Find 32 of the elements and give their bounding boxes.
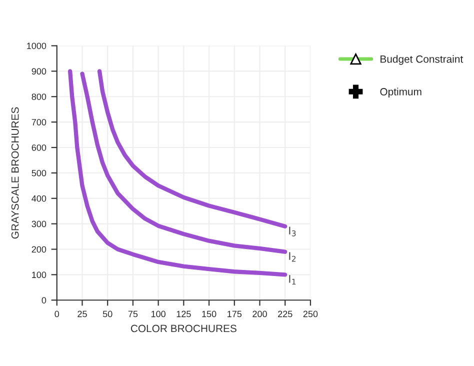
x-tick-label: 200 (252, 310, 267, 318)
y-tick-label: 200 (32, 246, 46, 253)
y-tick-label: 700 (32, 119, 46, 126)
x-axis-title: COLOR BROCHURES (130, 324, 236, 332)
x-tick-label: 100 (151, 310, 166, 318)
x-tick-label: 225 (278, 310, 292, 318)
y-tick-label: 500 (32, 170, 46, 176)
x-tick-label: 25 (78, 310, 87, 318)
y-tick-label: 1000 (27, 42, 46, 50)
y-tick-label: 0 (42, 297, 46, 304)
x-tick-label: 0 (54, 310, 60, 318)
y-tick-label: 800 (32, 94, 46, 100)
series-label: I$_{2}$ (289, 252, 296, 262)
y-axis-title: GRAYSCALE BROCHURES (11, 107, 19, 239)
legend-label: Budget Constraint (380, 55, 464, 65)
x-tick-label: 125 (176, 310, 191, 318)
y-tick-label: 100 (32, 272, 46, 278)
x-tick-label: 250 (303, 310, 318, 318)
x-tick-label: 75 (128, 310, 138, 318)
x-tick-label: 50 (102, 310, 112, 318)
line-series (80, 72, 288, 254)
series-label: I$_{1}$ (289, 275, 296, 285)
line-series (97, 69, 288, 228)
x-tick-label: 175 (228, 310, 242, 318)
y-tick-label: 900 (32, 68, 46, 75)
y-tick-label: 400 (32, 195, 46, 202)
y-tick-label: 600 (32, 144, 46, 151)
series-label: I$_{3}$ (289, 226, 296, 236)
line-series (68, 69, 288, 277)
legend-label: Optimum (380, 88, 422, 98)
y-tick-label: 300 (32, 220, 46, 228)
x-tick-label: 150 (202, 310, 216, 318)
